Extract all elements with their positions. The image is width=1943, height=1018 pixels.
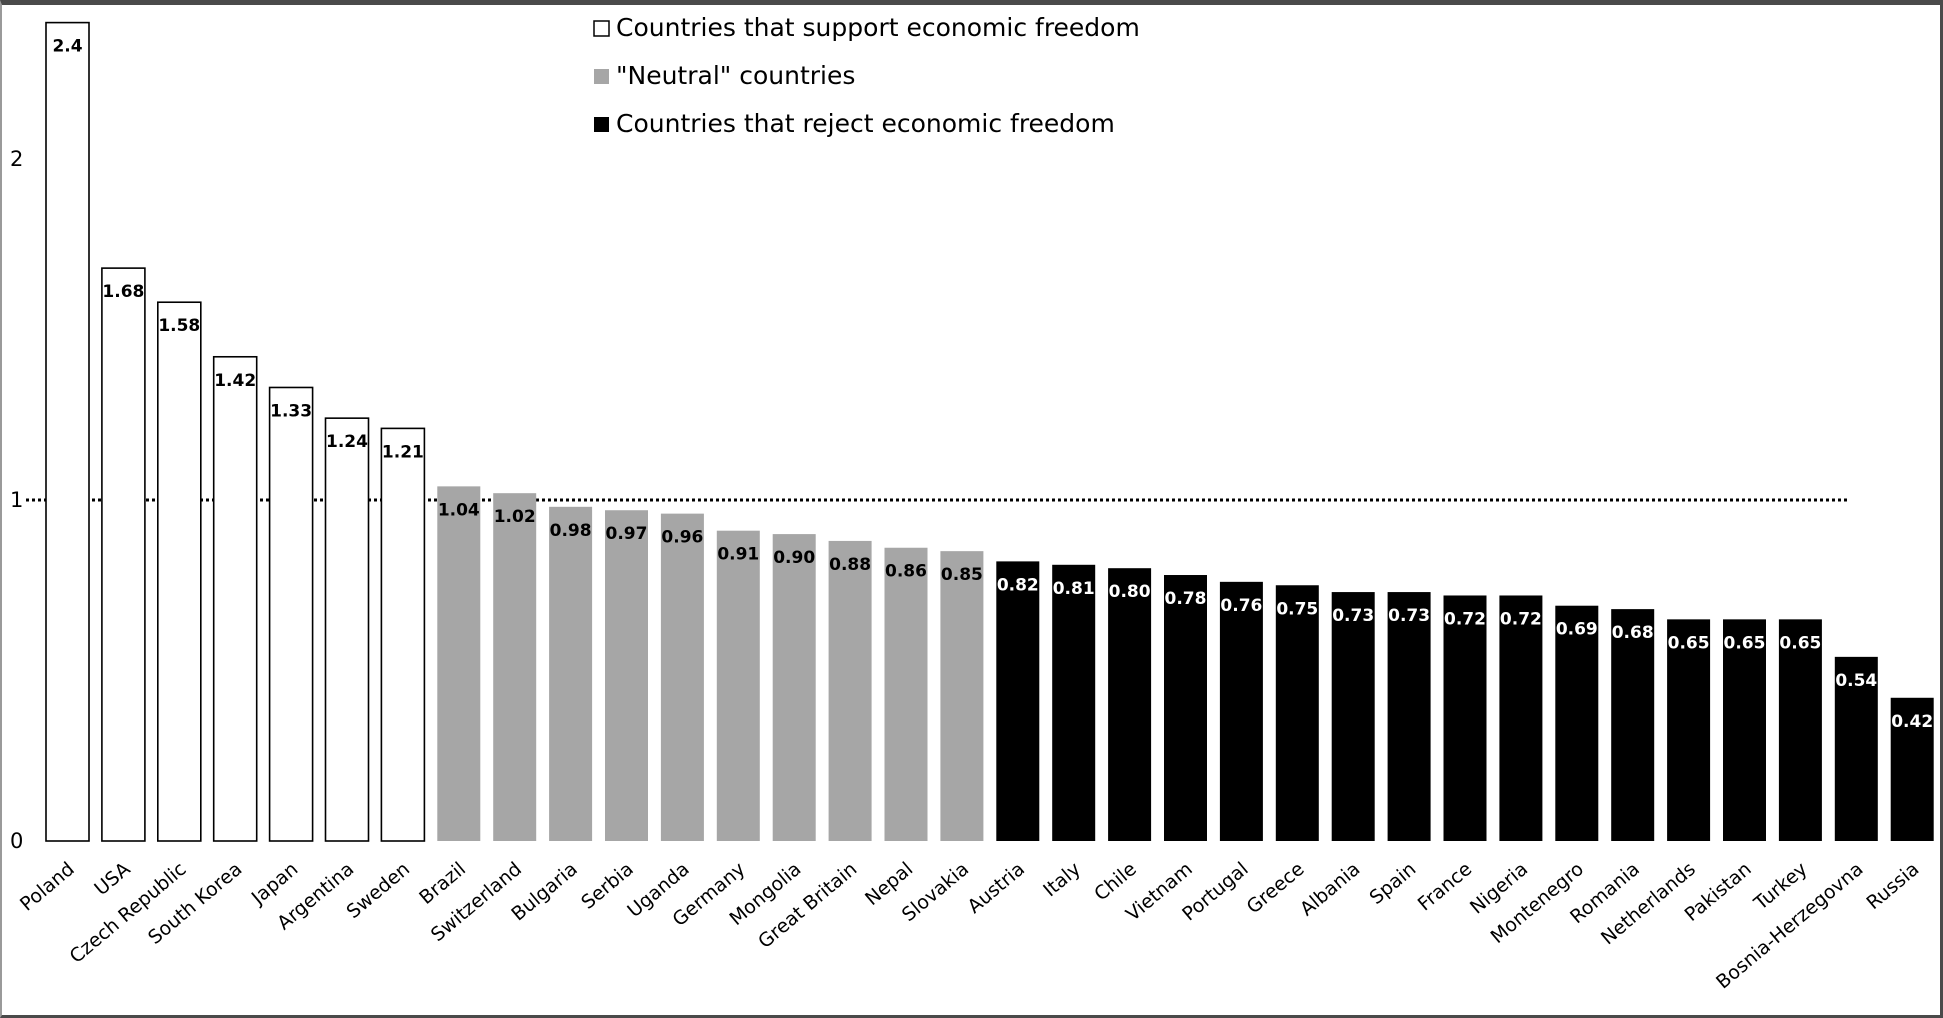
bar-france (1443, 595, 1487, 841)
bar-sweden (380, 427, 426, 842)
value-label-great-britain: 0.88 (829, 555, 871, 575)
value-label-turkey: 0.65 (1779, 633, 1821, 653)
bar-portugal (1219, 581, 1263, 841)
value-label-south-korea: 1.42 (214, 371, 256, 391)
value-label-france: 0.72 (1444, 609, 1486, 629)
bar-montenegro (1555, 605, 1599, 841)
bar-albania (1331, 592, 1375, 841)
value-label-japan: 1.33 (270, 401, 312, 421)
bar-chart: 0 1 2 2.4 1.68 1.58 1.42 1.33 1.24 1.21 1.04 1.02 0… (10, 13, 1934, 993)
category-label-usa: USA (90, 858, 134, 900)
value-labels-group: 2.4 1.68 1.58 1.42 1.33 1.24 1.21 1.04 1.02 0.98 0… (52, 37, 1933, 732)
value-label-greece: 0.75 (1276, 599, 1318, 619)
bar-czech-republic (157, 301, 202, 842)
y-tick-label-0: 0 (10, 829, 23, 853)
value-label-chile: 0.80 (1109, 582, 1151, 602)
value-label-netherlands: 0.65 (1668, 633, 1710, 653)
bar-japan (268, 386, 314, 842)
value-label-spain: 0.73 (1388, 606, 1430, 626)
value-label-albania: 0.73 (1332, 606, 1374, 626)
bar-greece (1275, 585, 1319, 841)
value-label-pakistan: 0.65 (1724, 633, 1766, 653)
bar-turkey (1778, 619, 1822, 841)
bar-pakistan (1723, 619, 1766, 841)
bar-bosnia-herzegovna (1834, 656, 1878, 841)
bar-netherlands (1667, 619, 1711, 841)
value-label-switzerland: 1.02 (494, 507, 536, 527)
value-label-bosnia-herzegovna: 0.54 (1835, 671, 1877, 691)
value-label-italy: 0.81 (1053, 579, 1095, 599)
legend: Countries that support economic freedom "… (593, 13, 1140, 138)
category-label-italy: Italy (1039, 858, 1085, 901)
bar-brazil (437, 486, 481, 841)
value-label-brazil: 1.04 (438, 500, 480, 520)
value-label-poland: 2.4 (52, 37, 82, 57)
category-label-poland: Poland (16, 858, 79, 916)
value-label-romania: 0.68 (1612, 623, 1654, 643)
category-label-great-britain: Great Britain (754, 858, 861, 953)
value-label-russia: 0.42 (1891, 712, 1933, 732)
bar-usa (101, 267, 146, 842)
bar-russia (1890, 697, 1934, 841)
bar-uganda (660, 513, 704, 841)
category-label-spain: Spain (1366, 858, 1421, 909)
value-label-sweden: 1.21 (382, 442, 424, 462)
bar-switzerland (493, 493, 537, 841)
bar-germany (716, 530, 760, 841)
category-label-sweden: Sweden (342, 858, 414, 923)
legend-swatch-1 (594, 69, 609, 84)
legend-swatch-2 (594, 117, 609, 132)
bar-nigeria (1499, 595, 1543, 841)
value-label-portugal: 0.76 (1220, 596, 1262, 616)
value-label-argentina: 1.24 (326, 432, 368, 452)
value-label-czech-republic: 1.58 (158, 316, 200, 336)
category-label-albania: Albania (1296, 858, 1364, 920)
bar-serbia (605, 510, 648, 841)
value-label-nepal: 0.86 (885, 562, 927, 582)
bar-argentina (324, 417, 370, 842)
legend-swatch-0 (593, 20, 610, 37)
y-tick-label-2: 2 (10, 147, 23, 171)
bar-mongolia (772, 534, 816, 841)
legend-label-0: Countries that support economic freedom (616, 13, 1140, 42)
bar-nepal (884, 547, 928, 841)
y-tick-label-1: 1 (10, 488, 23, 512)
value-label-slovakia: 0.85 (941, 565, 983, 585)
value-label-vietnam: 0.78 (1165, 589, 1207, 609)
value-label-usa: 1.68 (102, 282, 144, 302)
legend-label-1: "Neutral" countries (616, 61, 855, 90)
value-label-uganda: 0.96 (661, 528, 703, 548)
legend-label-2: Countries that reject economic freedom (616, 109, 1115, 138)
category-label-greece: Greece (1243, 858, 1309, 918)
bar-spain (1387, 592, 1431, 841)
bar-great-britain (828, 540, 872, 841)
bar-south-korea (212, 355, 258, 842)
bar-poland (45, 21, 90, 842)
bar-bulgaria (549, 506, 593, 841)
value-label-montenegro: 0.69 (1556, 620, 1598, 640)
bar-vietnam (1164, 575, 1207, 841)
value-label-bulgaria: 0.98 (550, 521, 592, 541)
category-label-russia: Russia (1862, 858, 1923, 914)
value-label-mongolia: 0.90 (773, 548, 815, 568)
category-label-france: France (1414, 858, 1477, 915)
bar-slovakia (940, 551, 984, 841)
value-label-serbia: 0.97 (606, 524, 648, 544)
y-axis-ticks: 0 1 2 (10, 147, 23, 853)
bar-romania (1611, 609, 1655, 841)
value-label-nigeria: 0.72 (1500, 609, 1542, 629)
value-label-austria: 0.82 (997, 575, 1039, 595)
bar-chile (1108, 568, 1152, 841)
bar-italy (1052, 564, 1096, 841)
bar-austria (996, 561, 1040, 841)
category-label-austria: Austria (963, 858, 1029, 918)
bars-group (45, 21, 1934, 842)
value-label-germany: 0.91 (717, 545, 759, 565)
